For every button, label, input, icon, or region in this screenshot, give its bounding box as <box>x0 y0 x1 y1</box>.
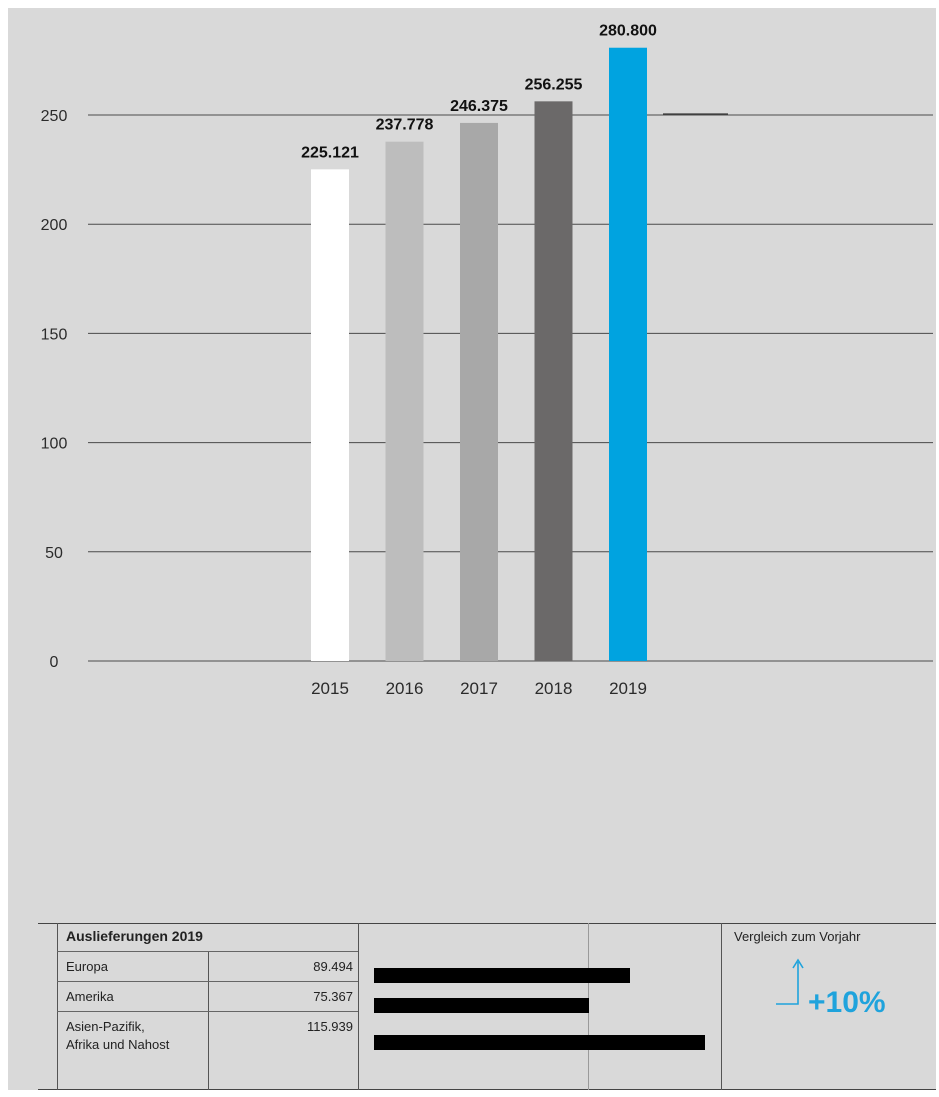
compare-label: Vergleich zum Vorjahr <box>734 929 861 944</box>
x-axis-ticks: 2015 2016 2017 2018 2019 <box>311 679 647 698</box>
row-region-europa: Europa <box>66 959 108 974</box>
row-region-amerika: Amerika <box>66 989 114 1004</box>
table-row-rule <box>57 1011 358 1012</box>
row-value-asien: 115.939 <box>306 1019 353 1034</box>
data-labels: 225.121 237.778 246.375 256.255 280.800 <box>301 23 657 162</box>
row-region-asien-line2: Afrika und Nahost <box>66 1037 170 1052</box>
gridlines <box>88 113 933 662</box>
data-label-2017: 246.375 <box>450 98 508 115</box>
change-percentage: +10% <box>808 986 886 1019</box>
bar-2018 <box>534 101 573 661</box>
table-divider <box>358 923 359 1090</box>
table-row-rule <box>57 981 358 982</box>
table-bottom-rule <box>38 1089 936 1090</box>
x-tick-label: 2017 <box>460 679 498 698</box>
data-label-2018: 256.255 <box>525 76 583 93</box>
row-value-europa: 89.494 <box>313 959 353 974</box>
bar-2015 <box>311 169 349 661</box>
row-value-amerika: 75.367 <box>313 989 353 1004</box>
data-label-2016: 237.778 <box>376 117 434 134</box>
y-tick-label: 150 <box>41 326 68 343</box>
x-tick-label: 2015 <box>311 679 349 698</box>
table-divider <box>208 951 209 1090</box>
bar-2019 <box>609 47 647 662</box>
y-tick-label: 250 <box>41 108 68 125</box>
region-bar <box>374 998 590 1013</box>
row-region-asien-line1: Asien-Pazifik, <box>66 1019 145 1034</box>
x-tick-label: 2018 <box>535 679 573 698</box>
bar-2016 <box>385 141 424 661</box>
y-tick-label: 50 <box>45 545 63 562</box>
x-tick-label: 2016 <box>386 679 424 698</box>
y-tick-label: 0 <box>50 654 59 671</box>
bars <box>311 47 647 662</box>
region-bar <box>374 1035 705 1050</box>
data-label-2015: 225.121 <box>301 144 359 161</box>
y-axis-ticks: 0 50 100 150 200 250 <box>41 108 68 671</box>
bar-2017 <box>460 122 498 662</box>
table-divider <box>57 923 58 1090</box>
up-arrow-icon <box>776 958 804 1005</box>
table-title: Auslieferungen 2019 <box>66 928 203 944</box>
y-tick-label: 200 <box>41 217 68 234</box>
table-divider <box>721 923 722 1090</box>
table-top-rule <box>38 923 936 924</box>
x-tick-label: 2019 <box>609 679 647 698</box>
region-bar <box>374 968 630 983</box>
bar-chart: 0 50 100 150 200 250 225.121 237.778 246.375 256… <box>41 23 933 698</box>
chart-panel: 0 50 100 150 200 250 225.121 237.778 246.375 256… <box>8 8 936 1090</box>
data-label-2019: 280.800 <box>599 23 657 40</box>
table-row-rule <box>57 951 358 952</box>
y-tick-label: 100 <box>41 436 68 453</box>
